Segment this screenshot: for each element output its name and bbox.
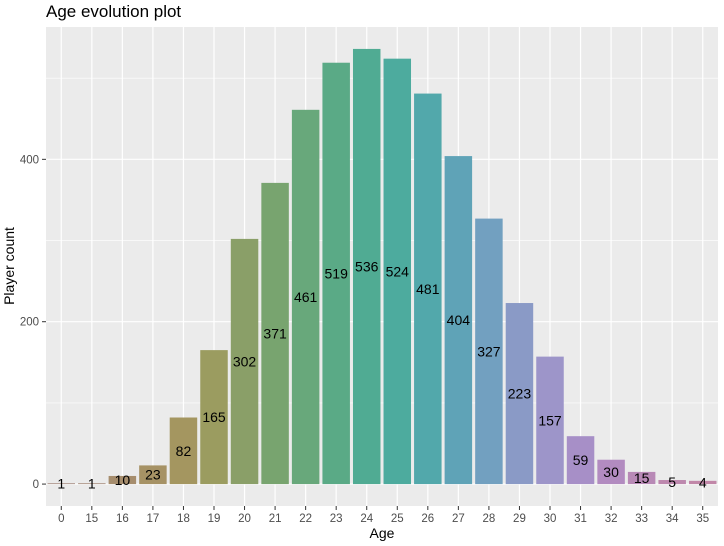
bar-age-27 bbox=[444, 156, 473, 485]
data-label-age-27: 404 bbox=[447, 312, 471, 328]
data-label-age-25: 524 bbox=[386, 263, 410, 279]
bar-age-20 bbox=[230, 238, 259, 485]
x-tick-label-26: 26 bbox=[421, 513, 434, 525]
x-tick-label-24: 24 bbox=[360, 513, 373, 525]
data-label-age-21: 371 bbox=[263, 325, 287, 341]
bar-age-19 bbox=[200, 350, 228, 485]
x-tick-label-23: 23 bbox=[330, 513, 343, 525]
data-label-age-32: 30 bbox=[603, 464, 619, 480]
data-label-age-28: 327 bbox=[477, 343, 501, 359]
y-axis-title: Player count bbox=[1, 227, 17, 305]
y-axis-ticks: 0 200 400 bbox=[20, 154, 46, 491]
x-tick-label-17: 17 bbox=[147, 513, 160, 525]
x-tick-label-35: 35 bbox=[696, 513, 709, 525]
data-label-age-26: 481 bbox=[416, 281, 440, 297]
x-tick-label-28: 28 bbox=[483, 513, 496, 525]
data-label-age-17: 23 bbox=[145, 467, 161, 483]
x-tick-label-15: 15 bbox=[85, 513, 98, 525]
bar-age-30 bbox=[536, 356, 564, 485]
x-tick-label-34: 34 bbox=[666, 513, 679, 525]
x-tick-label-0: 0 bbox=[58, 513, 64, 525]
x-tick-label-29: 29 bbox=[513, 513, 526, 525]
bar-age-17 bbox=[139, 465, 167, 485]
bar-age-25 bbox=[383, 58, 412, 485]
data-label-age-22: 461 bbox=[294, 289, 318, 305]
bar-age-21 bbox=[261, 182, 289, 485]
x-tick-label-19: 19 bbox=[208, 513, 221, 525]
chart-title: Age evolution plot bbox=[46, 2, 181, 21]
data-label-age-24: 536 bbox=[355, 259, 379, 275]
x-tick-label-33: 33 bbox=[635, 513, 648, 525]
bar-age-23 bbox=[322, 62, 350, 485]
bar-age-31 bbox=[566, 436, 595, 485]
data-label-age-20: 302 bbox=[233, 353, 257, 369]
data-label-age-16: 10 bbox=[115, 472, 131, 488]
bar-age-35 bbox=[688, 480, 717, 485]
x-tick-label-27: 27 bbox=[452, 513, 465, 525]
x-tick-label-32: 32 bbox=[605, 513, 618, 525]
bars bbox=[47, 48, 717, 485]
x-axis-title: Age bbox=[370, 525, 395, 541]
bar-age-33 bbox=[627, 471, 656, 485]
x-tick-label-30: 30 bbox=[544, 513, 557, 525]
x-tick-label-21: 21 bbox=[269, 513, 282, 525]
bar-age-28 bbox=[475, 218, 503, 485]
bar-age-18 bbox=[169, 417, 198, 485]
data-label-age-34: 5 bbox=[668, 474, 676, 490]
data-label-age-18: 82 bbox=[176, 443, 192, 459]
bar-age-24 bbox=[352, 48, 381, 485]
x-tick-label-31: 31 bbox=[574, 513, 587, 525]
bar-age-22 bbox=[291, 109, 320, 485]
bar-age-26 bbox=[414, 93, 442, 485]
data-label-age-33: 15 bbox=[634, 470, 650, 486]
y-tick-label: 400 bbox=[20, 154, 39, 166]
x-axis-ticks: 0 15 16 17 18 19 20 21 22 23 24 25 26 27 28 29 30 31 32 33 3… bbox=[58, 506, 709, 525]
x-tick-label-25: 25 bbox=[391, 513, 404, 525]
plot-panel bbox=[46, 27, 718, 506]
bar-age-34 bbox=[658, 480, 686, 485]
data-label-age-19: 165 bbox=[202, 409, 226, 425]
x-tick-label-16: 16 bbox=[116, 513, 129, 525]
bar-age-16 bbox=[108, 475, 137, 485]
bar-age-0 bbox=[47, 483, 76, 485]
x-tick-label-20: 20 bbox=[238, 513, 251, 525]
bar-age-32 bbox=[597, 459, 625, 485]
data-label-age-35: 4 bbox=[699, 474, 707, 490]
data-label-age-30: 157 bbox=[538, 412, 562, 428]
data-label-age-31: 59 bbox=[573, 452, 589, 468]
data-label-age-29: 223 bbox=[508, 386, 532, 402]
x-tick-label-22: 22 bbox=[299, 513, 312, 525]
bar-age-15 bbox=[78, 483, 106, 485]
data-label-age-23: 519 bbox=[325, 265, 349, 281]
y-tick-label: 200 bbox=[20, 317, 39, 329]
bar-age-29 bbox=[505, 303, 534, 485]
x-tick-label-18: 18 bbox=[177, 513, 190, 525]
data-label-age-15: 1 bbox=[88, 476, 96, 492]
y-tick-label: 0 bbox=[33, 479, 39, 491]
data-labels: 1 1 10 23 82 165 302 371 461 519 536 524 481 404 327 22… bbox=[57, 259, 706, 492]
data-label-age-0: 1 bbox=[57, 476, 65, 492]
